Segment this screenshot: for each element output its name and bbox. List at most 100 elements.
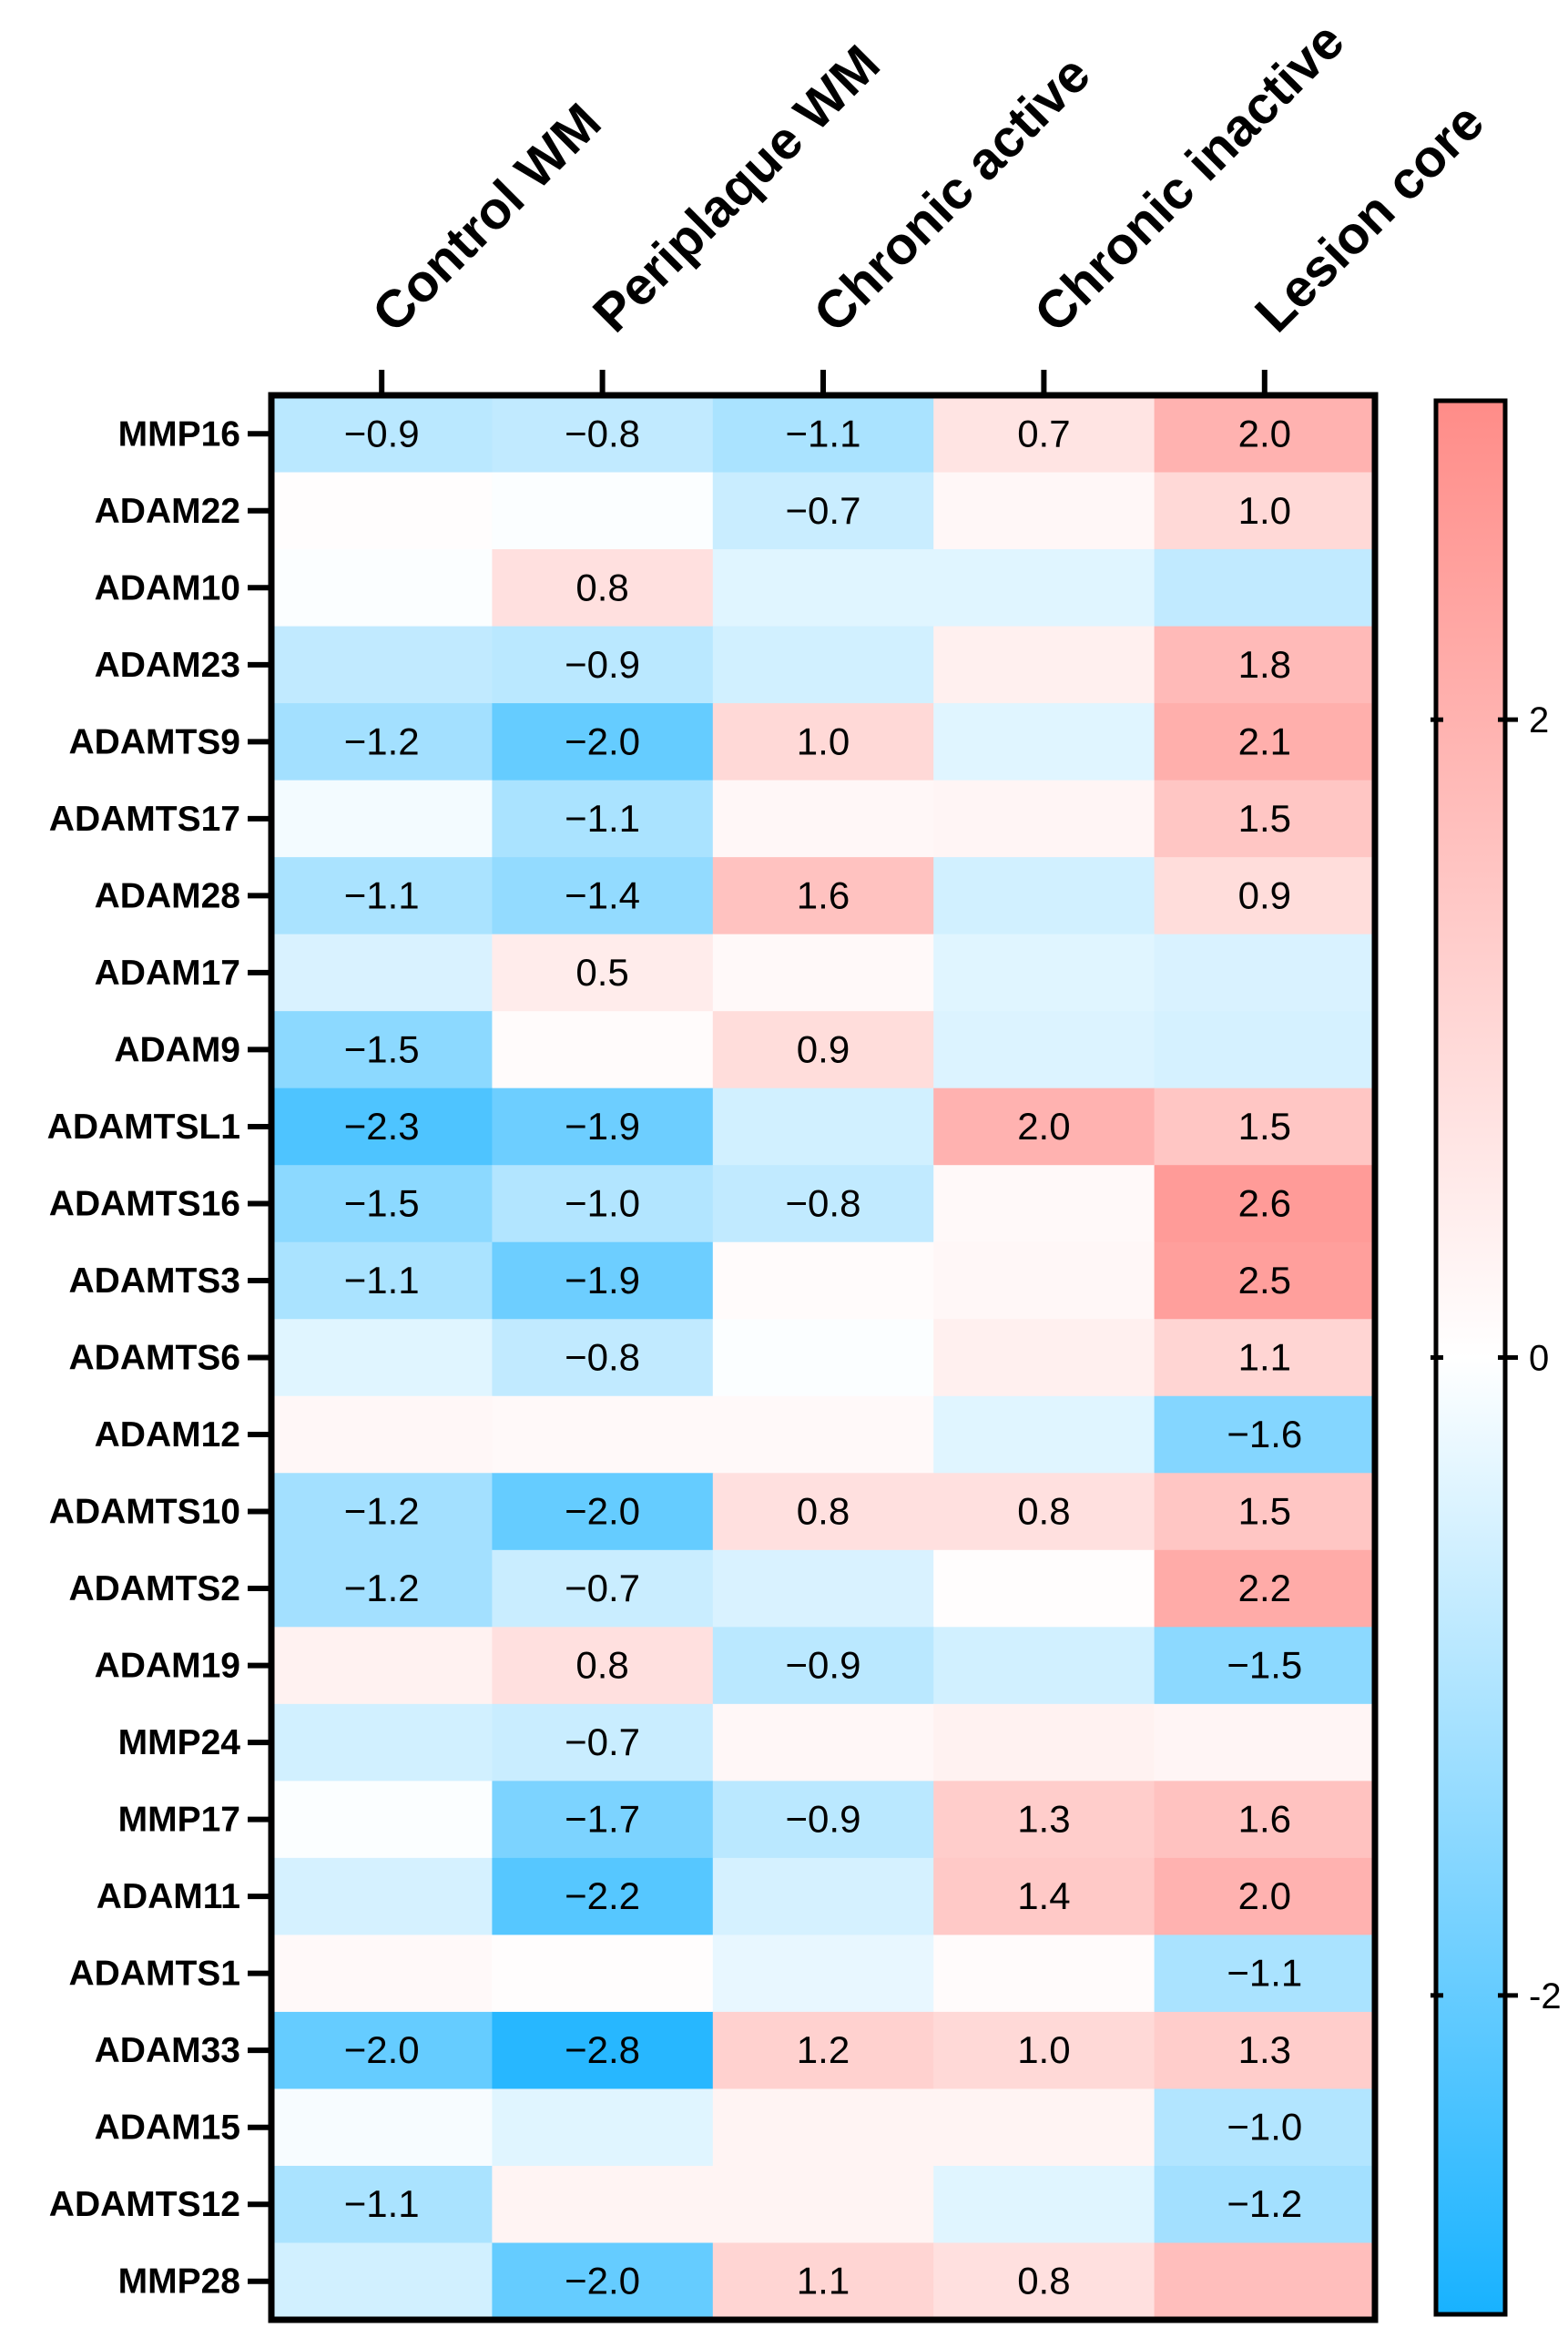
heatmap-cell (1154, 1857, 1376, 1935)
row-label: MMP17 (118, 1801, 240, 1840)
heatmap-cell (492, 1087, 714, 1166)
cell-value-label: −0.8 (786, 1181, 861, 1224)
heatmap-cell (492, 1473, 714, 1551)
cell-value-label: 1.1 (797, 2260, 850, 2302)
heatmap-cell (271, 1165, 493, 1243)
cell-value-label: 1.0 (797, 720, 850, 762)
heatmap-cell (1154, 780, 1376, 858)
heatmap-cell (271, 780, 493, 858)
heatmap-cell (933, 1087, 1156, 1166)
row-label: MMP28 (118, 2262, 240, 2302)
heatmap-cell (1154, 1087, 1376, 1166)
heatmap-cell (271, 1241, 493, 1320)
heatmap-cell (712, 1703, 934, 1782)
heatmap-cell (1154, 626, 1376, 704)
row-label: ADAMTS12 (49, 2185, 240, 2224)
cell-value-label: −1.2 (344, 720, 420, 762)
cell-value-label: 2.0 (1238, 412, 1291, 454)
heatmap-cell (712, 1395, 934, 1474)
heatmap-cell (712, 626, 934, 704)
row-label: ADAM15 (95, 2108, 240, 2148)
cell-value-label: 1.5 (1238, 1490, 1291, 1533)
heatmap-cell (933, 2011, 1156, 2090)
row-label: MMP16 (118, 414, 240, 454)
cell-value-label: −1.0 (565, 1181, 640, 1224)
cell-value-label: −1.9 (565, 1105, 640, 1148)
cell-value-label: 2.0 (1017, 1105, 1070, 1148)
cell-value-label: −0.8 (565, 1336, 640, 1379)
heatmap-cell (271, 1395, 493, 1474)
column-label: Control WM (361, 92, 612, 343)
heatmap-cell (712, 2165, 934, 2244)
heatmap-cell (1154, 549, 1376, 628)
cell-value-label: −0.7 (565, 1720, 640, 1763)
row-label: ADAM28 (95, 876, 240, 915)
heatmap-cell (1154, 1781, 1376, 1859)
heatmap-cell (712, 1627, 934, 1705)
heatmap-cell (271, 1549, 493, 1628)
row-label: ADAMTS10 (49, 1493, 240, 1532)
heatmap-cell (492, 472, 714, 550)
heatmap-cell (271, 2088, 493, 2167)
heatmap-cells (271, 395, 1376, 2321)
heatmap-cell (712, 2011, 934, 2090)
cell-value-label: 0.9 (1238, 873, 1291, 916)
row-axis: MMP16 ADAM22 ADAM10 ADAM23 ADAMTS9 ADAMTS17 AD… (47, 414, 271, 2302)
heatmap-cell (712, 1549, 934, 1628)
cell-value-label: 0.8 (797, 1490, 850, 1533)
heatmap-cell (271, 472, 493, 550)
heatmap-cell (933, 472, 1156, 550)
heatmap-cell (1154, 1165, 1376, 1243)
heatmap-cell (1154, 1241, 1376, 1320)
colorbar-tick-label: 2 (1529, 700, 1549, 740)
cell-value-label: 1.6 (797, 873, 850, 916)
cell-value-label: 2.1 (1238, 720, 1291, 762)
row-label: ADAM11 (97, 1877, 240, 1916)
heatmap-cell (492, 1395, 714, 1474)
heatmap-cell (933, 2242, 1156, 2321)
heatmap-cell (933, 857, 1156, 935)
row-label: ADAM22 (95, 492, 240, 531)
cell-value-label: −2.2 (565, 1874, 640, 1917)
cell-value-label: −1.7 (565, 1798, 640, 1841)
heatmap-cell (492, 857, 714, 935)
cell-value-label: −2.0 (565, 1490, 640, 1533)
heatmap-cell (492, 1703, 714, 1782)
heatmap-cell (1154, 472, 1376, 550)
cell-value-label: 2.0 (1238, 1874, 1291, 1917)
heatmap-cell (933, 1473, 1156, 1551)
cell-value-label: −1.1 (344, 873, 420, 916)
heatmap-cell (1154, 1627, 1376, 1705)
cell-value-label: −2.8 (565, 2028, 640, 2071)
cell-value-label: −1.5 (1227, 1644, 1302, 1687)
row-label: ADAM33 (95, 2031, 240, 2070)
heatmap-cell (1154, 934, 1376, 1012)
heatmap-cell (271, 626, 493, 704)
heatmap-cell (1154, 1473, 1376, 1551)
heatmap-cell (712, 472, 934, 550)
heatmap-cell (271, 1703, 493, 1782)
cell-value-label: 1.1 (1238, 1336, 1291, 1379)
cell-value-label: −1.2 (344, 1567, 420, 1609)
heatmap-cell (271, 1473, 493, 1551)
heatmap-cell (1154, 1011, 1376, 1089)
heatmap-cell (933, 780, 1156, 858)
heatmap-cell (271, 1935, 493, 2013)
cell-value-label: −0.7 (786, 489, 861, 532)
heatmap-cell (1154, 1703, 1376, 1782)
heatmap-cell (1154, 1549, 1376, 1628)
heatmap-cell (712, 1011, 934, 1089)
cell-value-label: −2.0 (565, 2260, 640, 2302)
heatmap-cell (712, 395, 934, 474)
cell-value-label: −2.0 (565, 720, 640, 762)
heatmap-cell (712, 857, 934, 935)
cell-value-label: −1.1 (1227, 1952, 1302, 1995)
row-label: ADAMTS2 (68, 1569, 240, 1608)
heatmap-cell (1154, 703, 1376, 781)
heatmap-cell (492, 703, 714, 781)
colorbar-tick-label: 0 (1529, 1339, 1549, 1379)
cell-value-label: 1.4 (1017, 1874, 1070, 1917)
heatmap-cell (933, 1241, 1156, 1320)
heatmap-cell (933, 1549, 1156, 1628)
